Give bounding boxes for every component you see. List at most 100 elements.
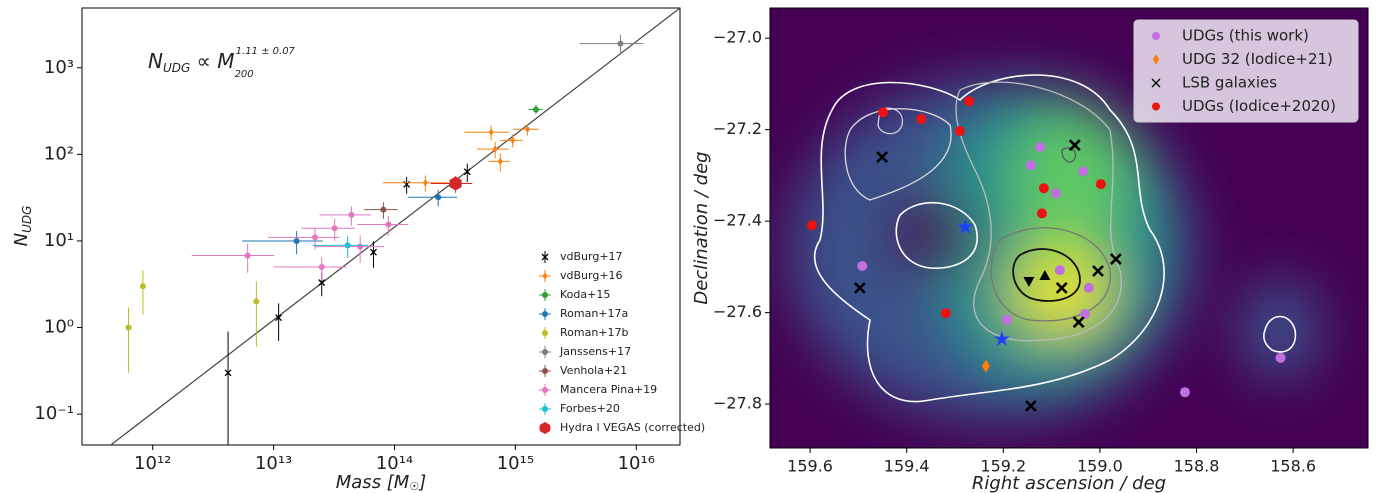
legend-label: Mancera Pina+19: [560, 383, 657, 396]
marker: [312, 234, 319, 241]
marker: [954, 126, 965, 137]
x-tick-label: 158.6: [1270, 457, 1316, 476]
y-tick-label: 10¹: [44, 230, 74, 251]
y-axis-label: NUDG: [11, 206, 34, 247]
label-part: N: [11, 233, 32, 246]
legend-label: Venhola+21: [560, 364, 627, 377]
y-tick-label: 10²: [44, 143, 74, 164]
annotation-part: N: [148, 49, 163, 73]
marker: [331, 225, 338, 232]
marker: [1151, 78, 1161, 88]
marker: [878, 107, 889, 118]
marker: [1072, 316, 1085, 329]
marker: [857, 260, 868, 271]
marker: [1095, 179, 1106, 190]
marker: [1023, 277, 1035, 288]
plot-frame: [81, 7, 681, 446]
legend-label: vdBurg+16: [560, 269, 623, 282]
marker: [542, 330, 548, 336]
x-axis-label: Right ascension / deg: [972, 473, 1166, 493]
marker: [1079, 308, 1090, 319]
marker: [1152, 102, 1160, 111]
marker: [807, 220, 818, 231]
marker: [492, 145, 498, 153]
marker: [993, 330, 1010, 346]
marker: [1152, 54, 1160, 65]
fit-line: [110, 8, 680, 445]
marker: [916, 114, 927, 125]
marker: [1036, 208, 1047, 219]
y-tick-label: 10⁻¹: [34, 403, 74, 424]
x-tick-label: 159.6: [787, 457, 833, 476]
y-tick-label: −27.2: [713, 119, 762, 138]
marker: [1083, 282, 1094, 293]
marker: [1024, 400, 1037, 412]
x-tick-label: 158.8: [1174, 457, 1220, 476]
marker: [542, 368, 548, 374]
marker: [253, 298, 260, 305]
marker: [370, 248, 377, 256]
marker: [510, 136, 516, 145]
x-tick-label: 10¹⁵: [497, 453, 534, 474]
legend-label: Hydra I VEGAS (corrected): [560, 421, 705, 434]
y-tick-label: −27.8: [713, 394, 762, 413]
marker: [1068, 139, 1081, 152]
marker: [981, 359, 990, 373]
marker: [525, 125, 530, 134]
legend-box: [1133, 19, 1359, 123]
marker: [940, 308, 951, 319]
marker: [422, 178, 428, 187]
label-part: Mass [M: [336, 472, 410, 493]
marker: [224, 369, 232, 377]
legend-label: UDG 32 (Iodice+21): [1182, 50, 1333, 68]
marker: [957, 218, 974, 234]
marker: [1038, 183, 1049, 194]
x-tick-label: 10¹⁴: [376, 453, 413, 474]
x-tick-label: 159.2: [980, 457, 1026, 476]
marker: [1054, 265, 1065, 276]
legend-label: Roman+17b: [560, 326, 629, 339]
plot-frame: [769, 7, 1369, 449]
marker: [318, 279, 326, 287]
label-part: UDG: [20, 206, 34, 233]
marker: [541, 253, 549, 261]
legend: vdBurg+17 vdBurg+16 Koda+15 Roman+17a Roman+…: [539, 250, 705, 434]
marker: [344, 242, 351, 249]
marker: [1152, 32, 1160, 40]
marker: [539, 422, 551, 434]
x-tick-label: 159.4: [884, 457, 930, 476]
marker: [542, 272, 548, 280]
legend-label: Forbes+20: [560, 402, 620, 415]
marker: [876, 151, 888, 164]
marker: [435, 194, 442, 201]
plot-area: [807, 96, 1286, 412]
marker: [1109, 253, 1122, 266]
fit-annotation: NUDG ∝ M200 1.11 ± 0.07: [148, 46, 296, 80]
marker: [1092, 265, 1104, 277]
marker: [617, 40, 624, 47]
legend-label: UDGs (this work): [1182, 27, 1309, 45]
marker: [1001, 314, 1012, 325]
marker: [542, 292, 548, 298]
marker: [380, 206, 387, 213]
marker: [542, 387, 548, 393]
marker: [1050, 188, 1061, 199]
marker: [964, 96, 975, 107]
marker: [385, 221, 392, 228]
marker: [542, 349, 548, 355]
marker: [1055, 281, 1068, 294]
legend-label: LSB galaxies: [1182, 74, 1277, 92]
x-tick-label: 10¹⁶: [618, 453, 655, 474]
legend-label: Janssens+17: [559, 345, 631, 358]
x-tick-label: 10¹³: [255, 453, 292, 474]
plot-area: [110, 8, 680, 445]
legend-label: vdBurg+17: [560, 250, 623, 263]
label-part: ☉: [409, 480, 419, 493]
marker: [275, 314, 283, 322]
y-axis-label: Declination / deg: [691, 151, 712, 304]
x-tick-label: 159.0: [1077, 457, 1123, 476]
marker: [853, 281, 866, 294]
legend: UDGs (this work) UDG 32 (Iodice+21) LSB ga…: [1133, 19, 1359, 123]
